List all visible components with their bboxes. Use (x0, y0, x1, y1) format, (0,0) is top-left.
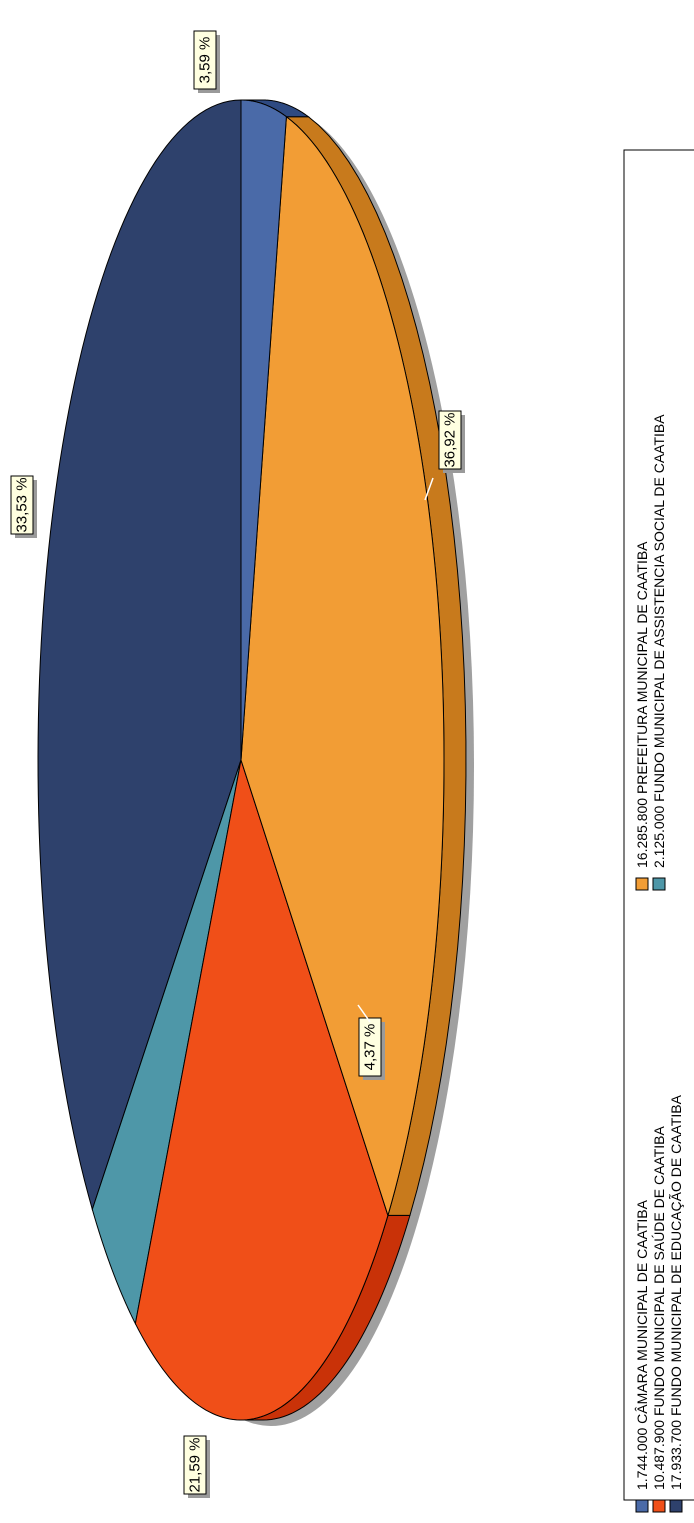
legend-swatch (669, 1499, 683, 1513)
legend-label: 1.744.000 CÂMARA MUNICIPAL DE CAATIBA (634, 1199, 650, 1490)
legend-item: 17.933.700 FUNDO MUNICIPAL DE EDUCAÇÃO D… (668, 1094, 684, 1513)
percent-label-text: 21,59 % (187, 1437, 204, 1492)
legend-swatch (652, 1499, 666, 1513)
legend-item: 2.125.000 FUNDO MUNICIPAL DE ASSISTENCIA… (651, 414, 667, 891)
legend-label: 2.125.000 FUNDO MUNICIPAL DE ASSISTENCIA… (651, 414, 667, 868)
legend-label: 17.933.700 FUNDO MUNICIPAL DE EDUCAÇÃO D… (668, 1094, 684, 1490)
percent-label: 21,59 % (183, 1435, 210, 1498)
legend-swatch (635, 1499, 649, 1513)
legend-swatch (635, 877, 649, 891)
pie-slice (240, 99, 287, 761)
legend: 1.744.000 CÂMARA MUNICIPAL DE CAATIBA 10.… (623, 149, 694, 1513)
pie-slice (134, 759, 389, 1421)
legend-item: 1.744.000 CÂMARA MUNICIPAL DE CAATIBA (634, 1199, 650, 1513)
pie-slice (37, 99, 242, 1212)
label-leader (424, 477, 434, 501)
pie-top-layer (37, 99, 445, 1421)
legend-label: 16.285.800 PREFEITURA MUNICIPAL DE CAATI… (634, 541, 650, 868)
label-leader (357, 1004, 371, 1023)
legend-swatch (652, 877, 666, 891)
percent-label: 33,53 % (10, 475, 37, 538)
percent-label: 3,59 % (193, 30, 220, 93)
percent-label-text: 3,59 % (197, 37, 214, 84)
percent-label-text: 4,37 % (362, 1024, 379, 1071)
percent-label: 4,37 % (358, 1017, 385, 1080)
percent-label-layer: 36,92 % 4,37 % 21,59 % 33,53 % 3,59 % (10, 30, 465, 1498)
percent-label-text: 36,92 % (442, 412, 459, 467)
pie-slice (91, 759, 242, 1326)
legend-item: 10.487.900 FUNDO MUNICIPAL DE SAÚDE DE C… (651, 1125, 667, 1513)
percent-label-text: 33,53 % (14, 477, 31, 532)
legend-label: 10.487.900 FUNDO MUNICIPAL DE SAÚDE DE C… (651, 1125, 667, 1490)
pie-slice (240, 115, 445, 1218)
percent-label: 36,92 % (438, 410, 465, 473)
legend-box (623, 149, 694, 1501)
legend-item: 16.285.800 PREFEITURA MUNICIPAL DE CAATI… (634, 541, 650, 891)
